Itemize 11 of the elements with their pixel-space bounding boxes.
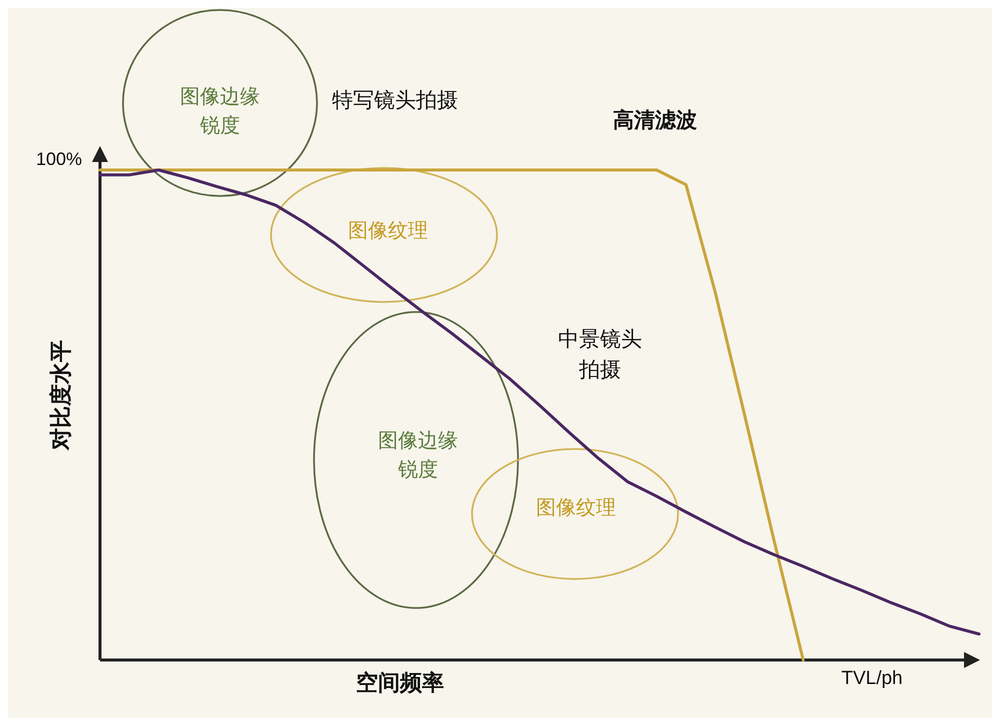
annotation: 图像纹理: [536, 497, 616, 519]
x-axis-title: 空间频率: [356, 670, 444, 695]
y-axis-title: 对比度水平: [48, 340, 73, 451]
annotation: 中景镜头拍摄: [558, 328, 642, 382]
text: 图像边缘锐度: [180, 86, 260, 137]
annotation: 图像纹理: [348, 220, 428, 242]
text: 特写镜头拍摄: [332, 89, 458, 112]
text: TVL/ph: [841, 668, 903, 689]
annotation: 图像边缘锐度: [378, 430, 458, 481]
text: 高清滤波: [613, 108, 697, 132]
text: 100%: [36, 149, 82, 169]
